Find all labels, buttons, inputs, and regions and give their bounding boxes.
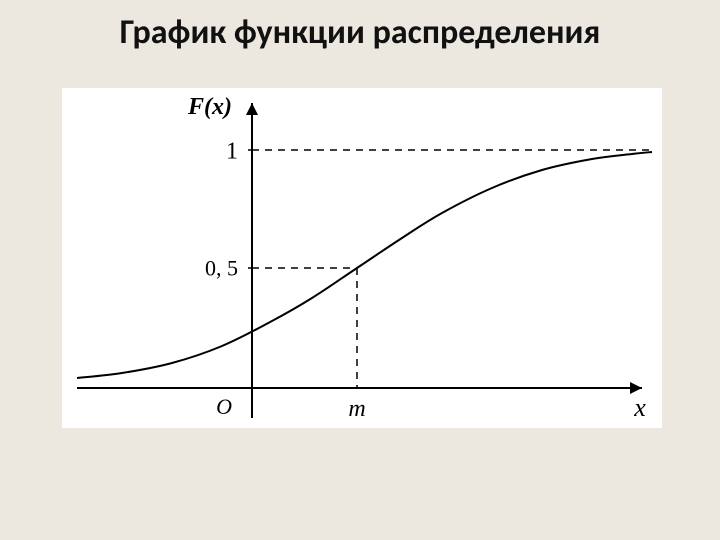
cdf-chart: 0, 5 1 m O F(x) x [62,88,662,428]
svg-text:O: O [216,394,232,419]
svg-text:F(x): F(x) [187,94,232,120]
svg-text:1: 1 [226,138,238,164]
svg-text:0, 5: 0, 5 [205,256,238,281]
svg-text:m: m [348,396,365,422]
svg-text:x: x [633,393,646,422]
slide-title: График функции распределения [0,12,720,53]
slide: График функции распределения 0, 5 1 m O F(x)… [0,0,720,540]
chart-panel: 0, 5 1 m O F(x) x [62,88,662,428]
